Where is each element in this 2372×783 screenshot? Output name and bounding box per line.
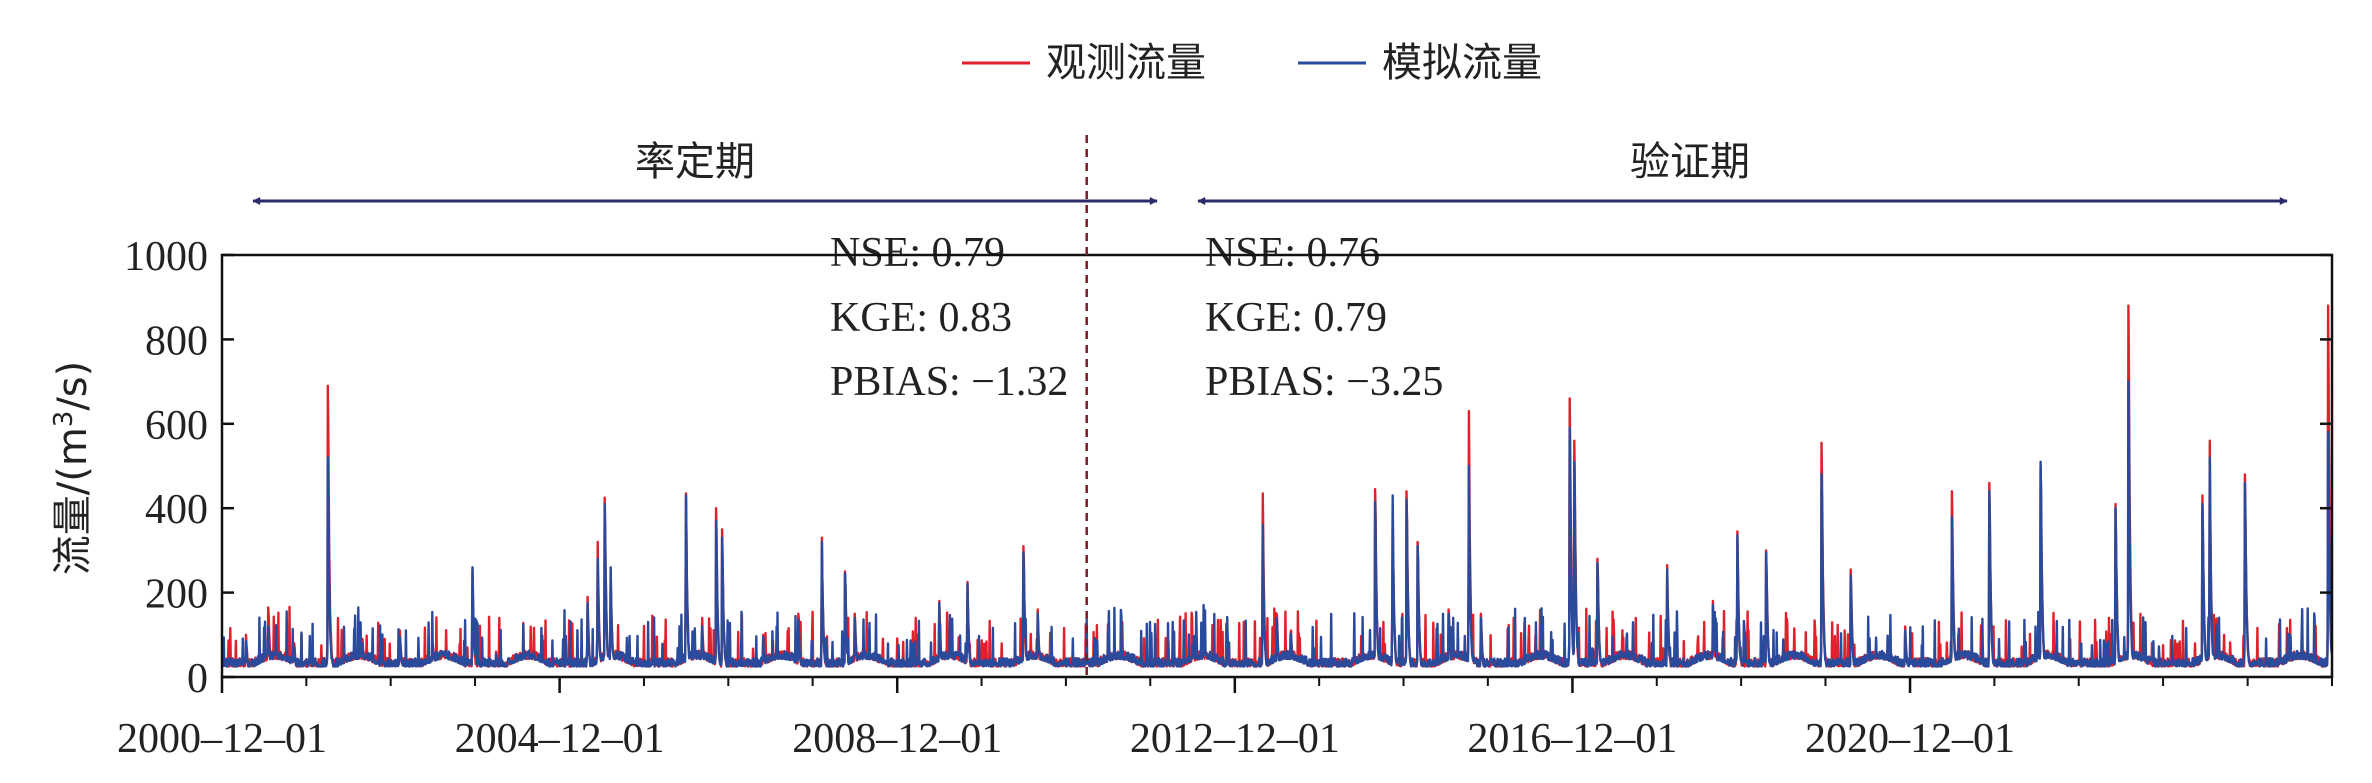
x-tick-label-4: 2016–12–01 bbox=[1467, 716, 1677, 762]
y-axis-label-tail: /s) bbox=[50, 361, 96, 411]
metric-validation-kge: KGE: 0.79 bbox=[1205, 295, 1387, 341]
metric-validation-pbias: PBIAS: −3.25 bbox=[1205, 359, 1443, 405]
legend-label-simulated: 模拟流量 bbox=[1382, 40, 1542, 86]
y-tick-label-0: 0 bbox=[187, 656, 208, 702]
y-axis-label-sup: 3 bbox=[49, 411, 79, 428]
metric-validation-nse: NSE: 0.76 bbox=[1205, 230, 1380, 276]
y-tick-label-2: 400 bbox=[145, 487, 208, 533]
y-tick-label-3: 600 bbox=[145, 403, 208, 449]
y-axis-label: 流量/(m3/s) bbox=[49, 361, 96, 576]
period-label-validation: 验证期 bbox=[1630, 139, 1750, 185]
period-label-calibration: 率定期 bbox=[635, 139, 755, 185]
y-tick-label-1: 200 bbox=[145, 572, 208, 618]
period-annotations: 率定期 验证期 bbox=[252, 139, 2288, 205]
y-tick-label-5: 1000 bbox=[124, 234, 208, 280]
metrics: NSE: 0.79 KGE: 0.83 PBIAS: −1.32 NSE: 0.… bbox=[830, 230, 1443, 405]
x-tick-label-2: 2008–12–01 bbox=[792, 716, 1002, 762]
axes-group: 0 200 400 600 800 1000 2000–12–01 2004–12–01 200… bbox=[117, 135, 2334, 762]
metric-calibration-nse: NSE: 0.79 bbox=[830, 230, 1005, 276]
x-tick-label-0: 2000–12–01 bbox=[117, 716, 327, 762]
metric-calibration-kge: KGE: 0.83 bbox=[830, 295, 1012, 341]
series-line-simulated bbox=[220, 380, 2333, 668]
legend: 观测流量 模拟流量 bbox=[962, 40, 1542, 86]
plot-frame bbox=[220, 253, 2334, 679]
x-tick-label-1: 2004–12–01 bbox=[455, 716, 665, 762]
x-tick-label-5: 2020–12–01 bbox=[1805, 716, 2015, 762]
series-group bbox=[220, 304, 2333, 668]
x-tick-label-3: 2012–12–01 bbox=[1130, 716, 1340, 762]
y-axis-label-main: 流量/(m bbox=[50, 427, 96, 575]
metric-calibration-pbias: PBIAS: −1.32 bbox=[830, 359, 1068, 405]
legend-label-observed: 观测流量 bbox=[1046, 40, 1206, 86]
y-tick-label-4: 800 bbox=[145, 318, 208, 364]
